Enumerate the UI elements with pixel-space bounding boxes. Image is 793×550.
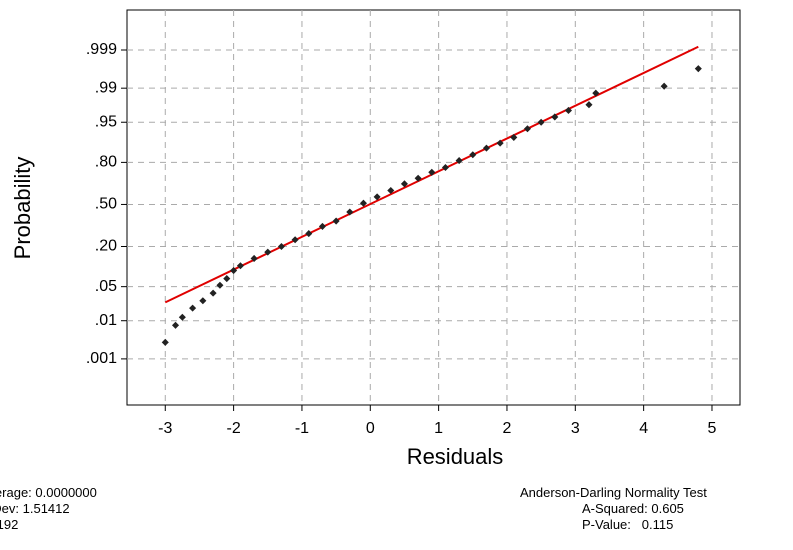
data-point	[585, 101, 593, 109]
y-tick-label: .95	[95, 113, 117, 130]
data-point	[428, 168, 436, 176]
data-point	[469, 151, 477, 159]
data-point	[496, 139, 504, 147]
data-point	[161, 338, 169, 346]
data-point	[510, 133, 518, 141]
data-point	[441, 163, 449, 172]
data-point	[551, 113, 559, 121]
y-tick-label: .999	[86, 41, 117, 58]
y-tick-label: .01	[95, 312, 117, 329]
data-point	[373, 193, 381, 201]
x-tick-label: 1	[434, 420, 443, 437]
data-point	[400, 180, 408, 188]
data-point	[264, 248, 272, 256]
data-point	[216, 281, 224, 289]
data-point	[592, 89, 600, 97]
data-point	[277, 242, 285, 251]
x-tick-label: 2	[503, 420, 512, 437]
y-tick-label: .20	[95, 238, 117, 255]
data-point	[318, 222, 326, 230]
plot-frame	[126, 9, 741, 406]
stat-text: StDev: 1.51412	[0, 501, 70, 516]
data-point	[387, 186, 395, 195]
x-tick-label: -2	[226, 420, 240, 437]
y-tick-label: .80	[95, 154, 117, 171]
y-tick-label: .001	[86, 350, 117, 367]
x-tick-label: 5	[708, 420, 717, 437]
stat-text: P-Value: 0.115	[582, 517, 673, 532]
data-point	[414, 174, 422, 182]
y-tick-label: .05	[95, 278, 117, 295]
x-tick-label: -1	[295, 420, 309, 437]
data-point	[359, 199, 367, 207]
x-tick-label: 3	[571, 420, 580, 437]
x-tick-label: -3	[158, 420, 172, 437]
data-point	[523, 125, 532, 133]
stat-text: A-Squared: 0.605	[582, 501, 684, 516]
data-point	[209, 289, 217, 297]
data-point	[346, 208, 354, 216]
data-point	[694, 65, 702, 73]
data-point	[189, 304, 197, 312]
stat-text: N: 192	[0, 517, 18, 532]
x-tick-label: 4	[639, 420, 648, 437]
data-point	[660, 82, 668, 90]
data-point	[236, 262, 244, 270]
y-axis-label: Probability	[10, 157, 35, 260]
x-tick-label: 0	[366, 420, 375, 437]
y-tick-label: .99	[95, 79, 117, 96]
data-point	[291, 236, 299, 244]
data-point	[223, 275, 231, 283]
data-point	[455, 157, 463, 165]
data-point	[537, 118, 545, 126]
data-point	[564, 106, 573, 114]
data-point	[305, 230, 313, 238]
data-point	[171, 321, 180, 329]
data-point	[230, 267, 238, 275]
stat-text: Average: 0.0000000	[0, 485, 97, 500]
data-point	[199, 297, 207, 305]
data-point	[482, 144, 490, 152]
x-axis-label: Residuals	[407, 444, 504, 469]
data-point	[178, 313, 186, 321]
stat-text: Anderson-Darling Normality Test	[520, 485, 707, 500]
data-point	[332, 217, 340, 225]
y-tick-label: .50	[95, 196, 117, 213]
